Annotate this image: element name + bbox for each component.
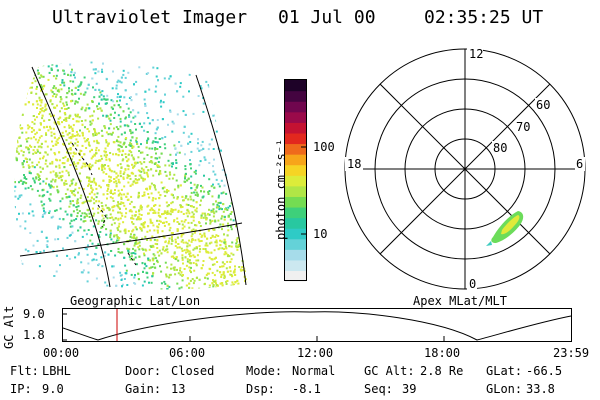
xtick-1200: 12:00 [297,346,334,360]
mlt-label-0: 0 [469,277,476,291]
glon-label: GLon: [486,382,523,396]
apex-caption: Apex MLat/MLT [413,294,507,308]
xtick-1800: 18:00 [424,346,461,360]
door-label: Door: [125,364,162,378]
glon-value: 33.8 [526,382,555,396]
colorbar-tick-10: 10 [313,227,328,241]
mlt-label-12: 12 [469,47,483,61]
gcalt-ytick-1-8: 1.8 [23,328,45,342]
limb-line [195,74,247,286]
mode-label: Mode: [246,364,283,378]
mode-value: Normal [292,364,336,378]
mlt-label-6: 6 [576,157,583,171]
header-date: 01 Jul 00 [278,7,376,28]
lat-label-60: 60 [536,98,550,112]
altitude-curve [62,311,572,341]
meridian-line [31,66,111,288]
apex-polar-plot: 12 0 18 6 60 70 80 [344,47,586,291]
seq-value: 39 [402,382,417,396]
glat-value: -66.5 [526,364,563,378]
lat-label-70: 70 [516,120,530,134]
flt-label: Flt: [10,364,39,378]
gain-value: 13 [171,382,186,396]
colorbar-unit-label: photon cm⁻²s⁻¹ [274,138,288,240]
gcalt-value: 2.8 Re [420,364,464,378]
glat-label: GLat: [486,364,523,378]
auroral-emission-speckle [14,61,249,290]
header-time: 02:35:25 UT [424,7,544,28]
latitude-line [19,222,243,257]
gcalt-ytick-9: 9.0 [23,307,45,321]
coastline [71,142,137,266]
gain-label: Gain: [125,382,162,396]
geographic-image-panel [14,61,249,290]
xtick-0000: 00:00 [43,346,80,360]
auroral-oval-patch [486,211,524,246]
ip-label: IP: [10,382,32,396]
dsp-label: Dsp: [246,382,275,396]
color-scale-bar [284,79,307,282]
gcalt-ylabel: GC Alt [2,305,16,349]
flt-value: LBHL [42,364,71,378]
xtick-2359: 23:59 [553,346,590,360]
dsp-value: -8.1 [292,382,321,396]
colorbar-tick-100: 100 [313,140,335,154]
geographic-caption: Geographic Lat/Lon [70,294,201,308]
gcalt-label: GC Alt: [364,364,415,378]
ip-value: 9.0 [42,382,64,396]
lat-label-80: 80 [493,141,507,155]
door-value: Closed [171,364,215,378]
xtick-0600: 06:00 [169,346,206,360]
seq-label: Seq: [364,382,393,396]
mlt-label-18: 18 [347,157,361,171]
app-title: Ultraviolet Imager [52,7,248,28]
gcalt-orbit-plot [62,308,572,342]
